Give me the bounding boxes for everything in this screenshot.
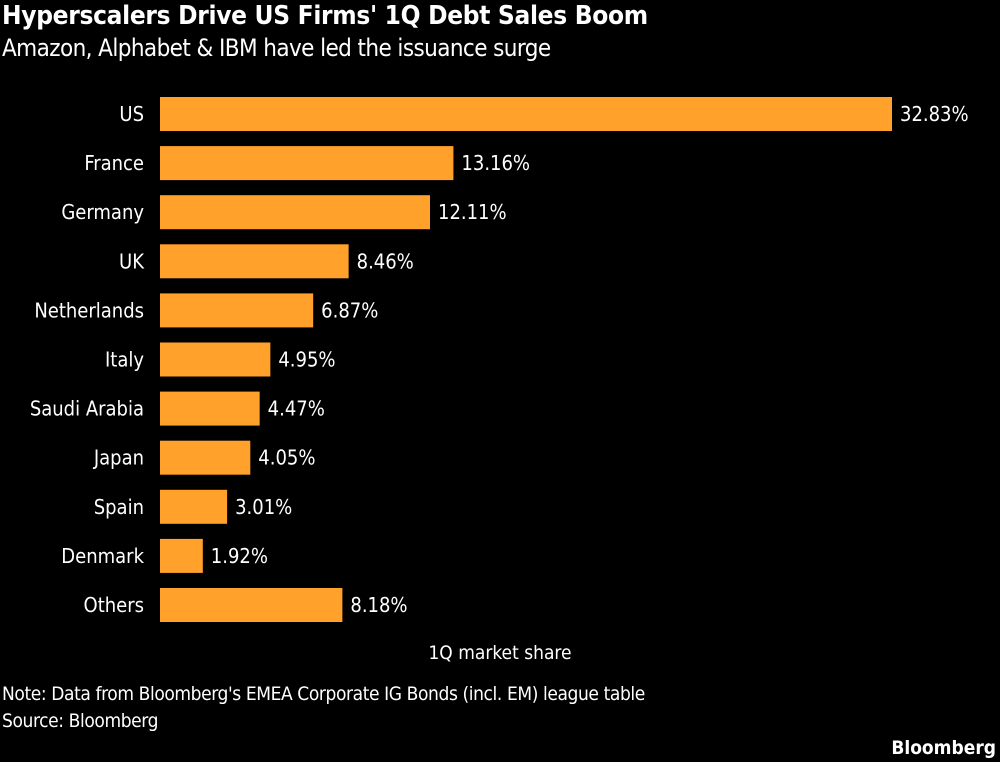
value-label: 4.47% <box>268 397 325 421</box>
bar-spain <box>160 489 228 524</box>
bar-japan <box>160 440 251 475</box>
category-label: Italy <box>105 348 144 372</box>
value-label: 32.83% <box>900 102 969 126</box>
chart-title: Hyperscalers Drive US Firms' 1Q Debt Sal… <box>2 1 648 31</box>
bar-italy <box>160 342 271 377</box>
category-label: US <box>119 102 144 126</box>
footnote: Note: Data from Bloomberg's EMEA Corpora… <box>2 683 645 705</box>
value-label: 4.05% <box>258 446 315 470</box>
category-label: Germany <box>61 200 144 224</box>
bar-denmark <box>160 538 203 573</box>
category-label: France <box>84 151 144 175</box>
bar-others <box>160 588 343 622</box>
category-label: Denmark <box>61 544 144 568</box>
source-note: Source: Bloomberg <box>2 710 159 732</box>
category-label: Spain <box>94 495 144 519</box>
value-label: 8.18% <box>350 593 407 617</box>
x-axis-label: 1Q market share <box>428 642 572 664</box>
bar-chart: US 32.83% France 13.16% Germany 12.11% UK 8.46%… <box>30 97 969 622</box>
value-label: 12.11% <box>438 200 507 224</box>
category-label: Netherlands <box>34 298 144 322</box>
value-label: 8.46% <box>357 249 414 273</box>
bar-france <box>160 146 454 181</box>
bar-us <box>160 97 892 131</box>
category-label: UK <box>119 249 145 273</box>
value-label: 4.95% <box>278 348 335 372</box>
bar-germany <box>160 195 431 230</box>
category-label: Japan <box>93 446 144 470</box>
bar-netherlands <box>160 293 314 328</box>
value-label: 3.01% <box>235 495 292 519</box>
value-label: 1.92% <box>211 544 268 568</box>
bar-saudi-arabia <box>160 391 260 426</box>
category-label: Saudi Arabia <box>30 397 144 421</box>
bar-uk <box>160 244 349 279</box>
bloomberg-logo: Bloomberg <box>891 737 996 759</box>
value-label: 6.87% <box>321 298 378 322</box>
chart-subtitle: Amazon, Alphabet & IBM have led the issu… <box>2 34 551 62</box>
category-label: Others <box>84 593 144 617</box>
value-label: 13.16% <box>461 151 530 175</box>
